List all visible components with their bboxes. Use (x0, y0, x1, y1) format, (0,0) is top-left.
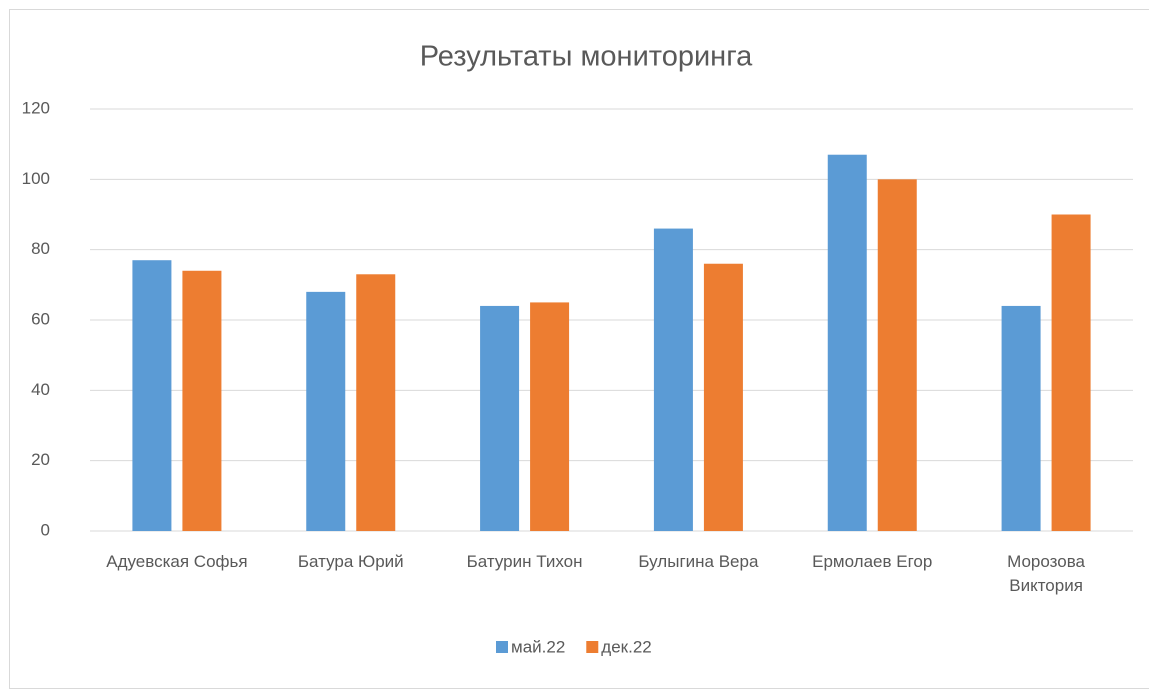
bar (480, 305, 520, 531)
bar (1001, 305, 1041, 531)
bar (306, 291, 346, 531)
y-tick-label: 40 (31, 380, 50, 399)
y-tick-label: 0 (41, 520, 50, 539)
x-tick-label: Адуевская Софья (106, 552, 248, 571)
x-tick-label: Булыгина Вера (638, 552, 759, 571)
x-tick-label: Ермолаев Егор (812, 552, 933, 571)
page: {"chart_data": {"type": "bar", "title": … (9, 9, 1149, 689)
legend-label: май.22 (511, 637, 565, 656)
bar (703, 263, 743, 531)
bar (182, 270, 222, 531)
x-tick-label: Морозова Виктория (1007, 552, 1086, 595)
bar (827, 154, 867, 531)
legend-swatch (496, 641, 508, 653)
bar (132, 260, 172, 531)
y-tick-label: 120 (22, 98, 50, 117)
legend-label: дек.22 (601, 637, 651, 656)
bar (530, 302, 570, 531)
x-tick-label: Батура Юрий (297, 552, 404, 571)
bar (1051, 214, 1091, 531)
chart-title: Результаты мониторинга (420, 41, 753, 73)
y-tick-label: 100 (22, 169, 50, 188)
legend-swatch (586, 641, 599, 653)
chart: Результаты мониторинга 0 20 40 60 80 100 120 ма… (22, 41, 1133, 656)
x-tick-label: Батурин Тихон (466, 552, 583, 571)
y-tick-label: 20 (31, 450, 50, 469)
y-tick-label: 60 (31, 309, 50, 328)
bar (356, 274, 396, 531)
bar (877, 179, 917, 532)
y-tick-label: 80 (31, 239, 50, 258)
bar (653, 228, 693, 532)
